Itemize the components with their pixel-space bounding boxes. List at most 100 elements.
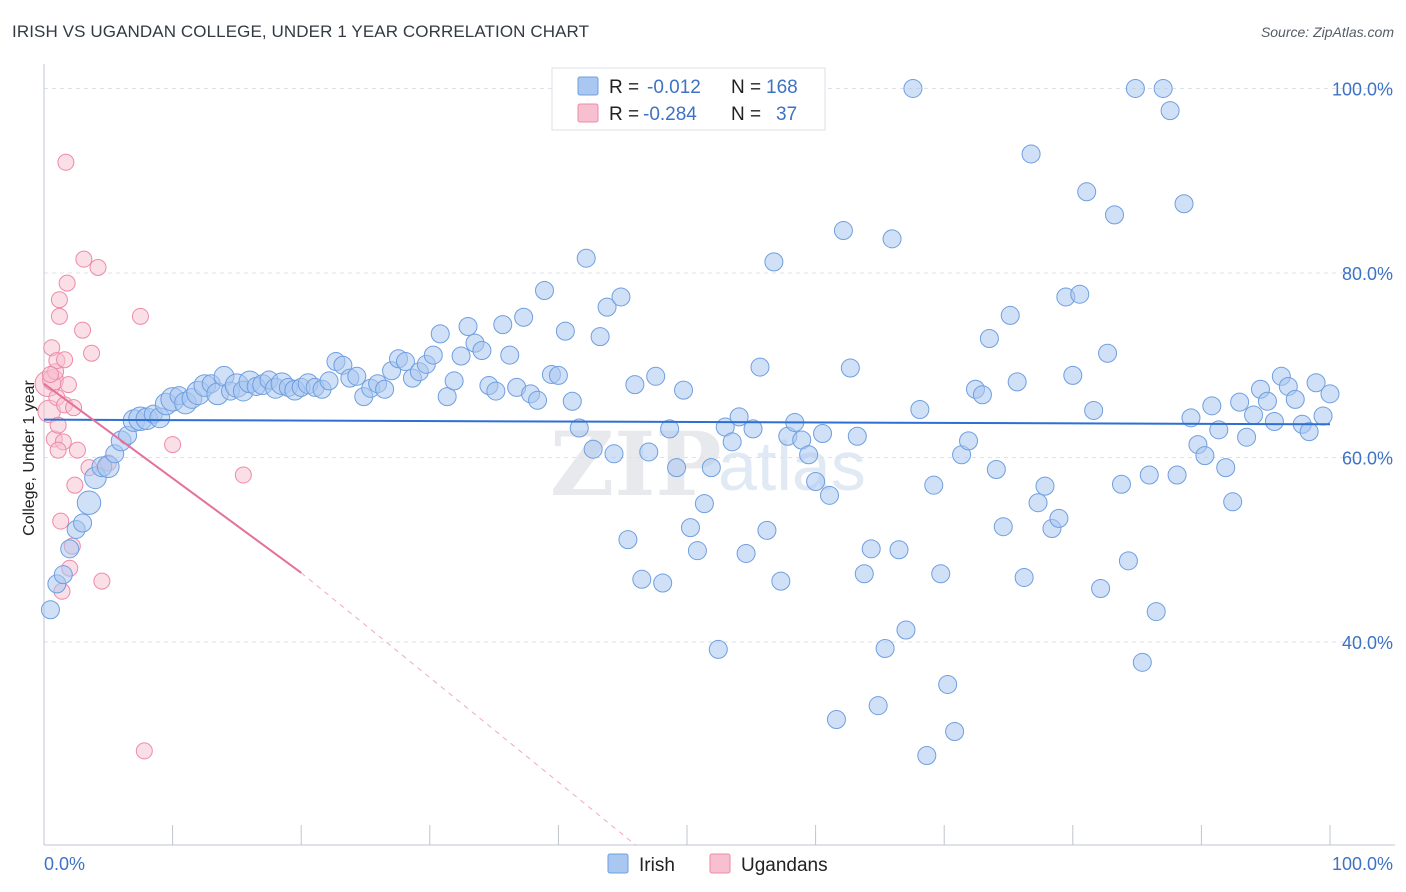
irish-point xyxy=(945,722,965,742)
irish-point xyxy=(53,565,73,585)
y-tick-label: 40.0% xyxy=(1342,633,1393,653)
irish-point xyxy=(493,315,513,335)
irish-point xyxy=(500,345,520,365)
ugandan-point xyxy=(131,307,149,325)
irish-point xyxy=(1237,427,1257,447)
irish-point xyxy=(1000,305,1020,325)
irish-point xyxy=(1084,400,1104,420)
irish-point xyxy=(1070,284,1090,304)
ugandan-point xyxy=(59,376,77,394)
irish-point xyxy=(986,459,1006,479)
irish-point xyxy=(1153,78,1173,98)
legend-top: R = -0.012 N = 168 R = -0.284 N = 37 xyxy=(551,67,826,131)
irish-point xyxy=(875,638,895,658)
legend-n-value-ugandans: 37 xyxy=(776,104,797,125)
irish-point xyxy=(423,345,443,365)
ugandan-point xyxy=(83,344,101,362)
irish-point xyxy=(903,78,923,98)
ugandan-point xyxy=(93,572,111,590)
irish-point xyxy=(938,674,958,694)
irish-point xyxy=(1244,405,1264,425)
irish-point xyxy=(806,471,826,491)
irish-point xyxy=(757,520,777,540)
irish-point xyxy=(813,424,833,444)
ugandan-point xyxy=(66,476,84,494)
irish-point xyxy=(680,518,700,538)
legend-swatch-ugandans xyxy=(577,103,599,123)
irish-point xyxy=(1111,474,1131,494)
irish-point xyxy=(799,445,819,465)
irish-point xyxy=(1195,446,1215,466)
ugandan-point xyxy=(58,274,76,292)
irish-point xyxy=(1063,365,1083,385)
irish-point xyxy=(1306,373,1326,393)
irish-point xyxy=(764,252,784,272)
irish-point xyxy=(60,539,80,559)
irish-point xyxy=(667,458,687,478)
ugandan-point xyxy=(49,416,67,434)
axes xyxy=(43,64,1395,846)
ugandan-point xyxy=(49,441,67,459)
irish-point xyxy=(868,696,888,716)
ugandan-point xyxy=(135,742,153,760)
irish-point xyxy=(472,340,492,360)
irish-point xyxy=(979,328,999,348)
irish-point xyxy=(1021,144,1041,164)
irish-point xyxy=(750,357,770,377)
irish-point xyxy=(917,746,937,766)
irish-point xyxy=(1091,579,1111,599)
bottom-legend-label-irish: Irish xyxy=(639,855,675,876)
irish-point xyxy=(1007,372,1027,392)
ugandan-point xyxy=(52,512,70,530)
irish-point xyxy=(722,432,742,452)
irish-point xyxy=(924,475,944,495)
irish-point xyxy=(1132,652,1152,672)
ugandans-trend-extension xyxy=(300,572,636,846)
irish-point xyxy=(743,419,763,439)
x-tick-labels: 0.0% 100.0% xyxy=(44,854,1393,874)
irish-point xyxy=(694,494,714,514)
legend-r-label-irish: R = xyxy=(609,77,639,98)
irish-point xyxy=(1313,406,1333,426)
irish-point xyxy=(1028,493,1048,513)
irish-point xyxy=(555,321,575,341)
irish-point xyxy=(625,375,645,395)
irish-point xyxy=(1320,384,1340,404)
irish-point xyxy=(889,540,909,560)
irish-point xyxy=(583,439,603,459)
irish-point xyxy=(653,573,673,593)
irish-point xyxy=(1285,389,1305,409)
irish-point xyxy=(1202,396,1222,416)
y-tick-labels: 100.0% 80.0% 60.0% 40.0% xyxy=(1332,79,1393,653)
irish-point xyxy=(1181,408,1201,428)
irish-point xyxy=(910,400,930,420)
trend-lines xyxy=(43,382,1331,846)
irish-point xyxy=(1264,412,1284,432)
legend-r-value-irish: -0.012 xyxy=(647,77,701,98)
irish-point xyxy=(1230,392,1250,412)
irish-point xyxy=(1125,78,1145,98)
irish-point xyxy=(1223,492,1243,512)
bottom-legend-label-ugandans: Ugandans xyxy=(741,855,828,876)
irish-point xyxy=(1014,567,1034,587)
irish-point xyxy=(1160,101,1180,121)
irish-point xyxy=(319,371,339,391)
irish-point xyxy=(854,564,874,584)
irish-point xyxy=(1049,508,1069,528)
irish-point xyxy=(73,513,93,533)
irish-point xyxy=(548,365,568,385)
irish-point xyxy=(1118,551,1138,571)
irish-point xyxy=(486,381,506,401)
irish-point xyxy=(820,485,840,505)
irish-point xyxy=(562,391,582,411)
irish-point xyxy=(40,600,60,620)
irish-trend-line xyxy=(43,418,1331,426)
legend-r-value-ugandans: -0.284 xyxy=(643,104,697,125)
irish-point xyxy=(458,316,478,336)
x-tick-label-max: 100.0% xyxy=(1332,854,1393,874)
ugandan-point xyxy=(164,436,182,454)
legend-n-label-ugandans: N = xyxy=(731,104,761,125)
irish-point xyxy=(993,517,1013,537)
irish-point xyxy=(736,543,756,563)
